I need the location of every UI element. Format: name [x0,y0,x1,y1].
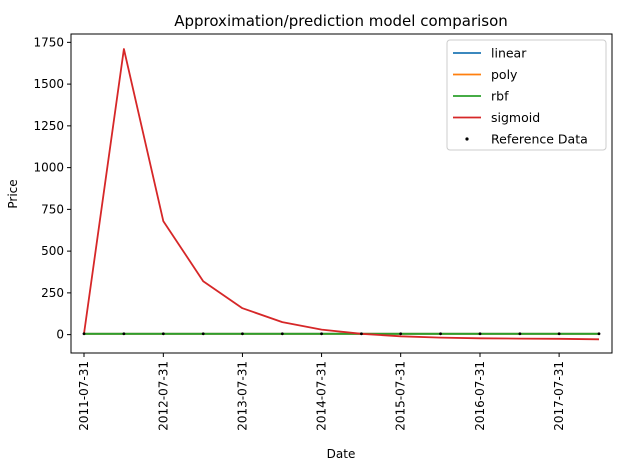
x-tick-label: 2012-07-31 [156,361,170,431]
reference-point [122,332,126,336]
x-tick-label: 2015-07-31 [394,361,408,431]
reference-point [597,332,601,336]
y-tick-label: 1250 [33,119,64,133]
reference-point [320,332,323,336]
y-tick-label: 1500 [33,77,64,91]
chart-title: Approximation/prediction model compariso… [174,12,508,30]
y-tick-label: 250 [41,286,64,300]
legend-box [446,39,607,151]
reference-point [82,332,86,336]
reference-point [518,332,522,336]
x-tick-label: 2014-07-31 [315,361,329,431]
y-tick-label: 1000 [33,161,64,175]
reference-point [478,332,482,336]
legend-label-sigmoid: sigmoid [491,110,540,125]
reference-point [439,332,442,336]
reference-point [241,332,244,336]
legend: linear poly rbf sigmoid Reference Data [446,39,607,151]
legend-label-reference: Reference Data [491,132,588,147]
x-tick-label: 2011-07-31 [77,361,91,431]
y-axis-ticks: 0 250 500 750 1000 1250 1500 1750 [33,35,71,342]
reference-point [360,332,363,336]
reference-point [280,332,284,336]
y-axis-label: Price [6,179,20,208]
reference-point [399,332,403,336]
x-axis-label: Date [327,447,356,461]
legend-label-linear: linear [491,46,527,61]
reference-point [201,332,205,336]
y-tick-label: 750 [41,202,64,216]
reference-point [161,332,165,336]
x-tick-label: 2016-07-31 [473,361,487,431]
legend-label-poly: poly [491,67,518,82]
legend-swatch-reference [465,137,469,141]
reference-points [82,332,601,336]
y-tick-label: 0 [56,328,64,342]
x-tick-label: 2013-07-31 [235,361,249,431]
x-axis-ticks: 2011-07-31 2012-07-31 2013-07-31 2014-07-31… [77,353,566,431]
reference-point [557,332,561,336]
y-tick-label: 1750 [33,35,64,49]
legend-label-rbf: rbf [491,89,509,104]
y-tick-label: 500 [41,244,64,258]
x-tick-label: 2017-07-31 [552,361,566,431]
series-lines [83,48,600,341]
series-line-sigmoid [83,48,600,341]
